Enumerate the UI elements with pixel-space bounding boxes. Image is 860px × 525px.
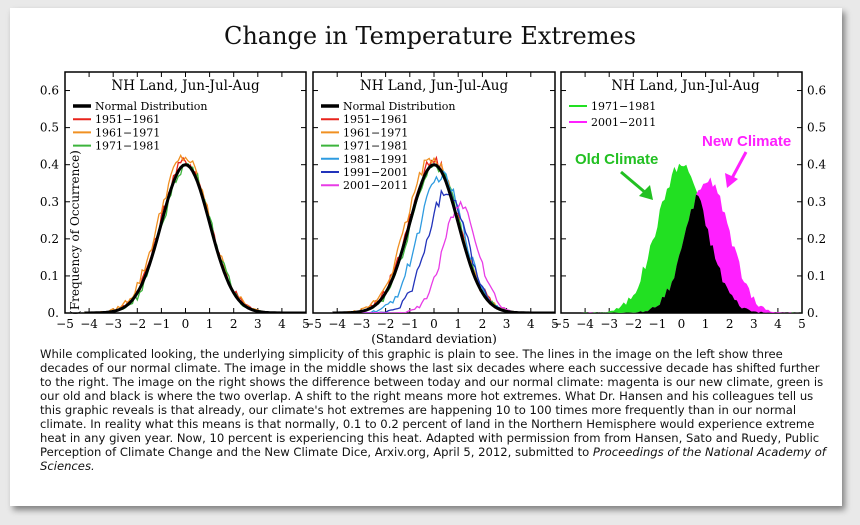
x-tick-label: 0: [678, 317, 686, 331]
x-tick-label: 1: [454, 317, 462, 331]
new-climate-arrowhead: [725, 173, 738, 188]
x-tick-label: 5: [551, 317, 559, 331]
series-line: [332, 170, 555, 313]
legend-label: 1971−1981: [95, 140, 160, 153]
caption-journal: Proceedings of the National Academy of S…: [40, 445, 826, 473]
y-tick-label: 0.4: [807, 158, 826, 172]
panel-title: NH Land, Jun-Jul-Aug: [360, 78, 509, 94]
chart-panel-1: −5 −4 −3 −2 −1 0 1 2 3 4 5 0. 0.1 0.2 0.3 0.4 0.5 0.6 NH L…: [40, 71, 310, 331]
x-tick-label: 4: [278, 317, 286, 331]
legend-label: 1991−2001: [343, 166, 408, 179]
x-tick-label: 2: [726, 317, 734, 331]
y-tick-label: 0.: [48, 306, 59, 320]
y-tick-label: 0.2: [40, 232, 59, 246]
x-tick-label: 3: [503, 317, 511, 331]
y-tick-label: 0.1: [807, 269, 826, 283]
y-tick-label: 0.1: [40, 269, 59, 283]
x-tick-label: −2: [128, 317, 146, 331]
x-tick-label: −5: [552, 317, 570, 331]
figure-caption: While complicated looking, the underlyin…: [40, 347, 830, 473]
series-line: [84, 156, 306, 313]
y-tick-label: 0.2: [807, 232, 826, 246]
x-tick-label: 2: [479, 317, 487, 331]
panel-title: NH Land, Jun-Jul-Aug: [111, 78, 260, 94]
y-tick-label: 0.: [807, 306, 818, 320]
legend-label: 1951−1961: [95, 113, 160, 126]
new-climate-arrow: [729, 151, 748, 181]
x-tick-label: 5: [302, 317, 310, 331]
caption-body: While complicated looking, the underlyin…: [40, 347, 824, 459]
legend-label: Normal Distribution: [343, 100, 455, 113]
x-tick-label: −1: [153, 317, 171, 331]
x-tick-label: −4: [328, 317, 346, 331]
x-tick-label: −4: [576, 317, 594, 331]
legend-label: 1961−1971: [343, 126, 408, 139]
legend-label: 1981−1991: [343, 153, 408, 166]
y-tick-label: 0.3: [807, 195, 826, 209]
x-tick-label: 4: [774, 317, 782, 331]
series-line: [332, 200, 555, 313]
chart-panel-2: −5 −4 −3 −2 −1 0 1 2 3 4 5 NH Land, Jun-Jul-Aug (Sta…: [304, 71, 559, 346]
x-tick-label: 3: [750, 317, 758, 331]
y-tick-label: 0.6: [807, 84, 826, 98]
x-tick-label: 1: [702, 317, 710, 331]
legend-label: 1971−1981: [591, 100, 656, 113]
y-tick-label: 0.5: [40, 121, 59, 135]
legend-label: 1961−1971: [95, 126, 160, 139]
x-tick-label: −5: [56, 317, 74, 331]
legend-label: Normal Distribution: [95, 100, 207, 113]
x-tick-label: −5: [304, 317, 322, 331]
series-line: [84, 163, 306, 313]
x-tick-label: 0: [182, 317, 190, 331]
chart-panel-3: −5 −4 −3 −2 −1 0 1 2 3 4 50.0.10.20.30.40.50.6NH L…: [552, 71, 826, 331]
old-climate-arrow: [620, 170, 648, 196]
x-tick-label: 5: [798, 317, 806, 331]
x-tick-label: 2: [230, 317, 238, 331]
y-tick-label: 0.5: [807, 121, 826, 135]
series-line: [332, 188, 555, 313]
y-axis-label: (Frequency of Occurrence): [68, 150, 82, 315]
overlap-area: [580, 194, 802, 313]
legend-label: 1951−1961: [343, 113, 408, 126]
legend-label: 1971−1981: [343, 140, 408, 153]
y-tick-label: 0.3: [40, 195, 59, 209]
x-tick-label: 0: [430, 317, 438, 331]
x-tick-label: 1: [206, 317, 214, 331]
panel-title: NH Land, Jun-Jul-Aug: [611, 78, 760, 94]
x-tick-label: −3: [353, 317, 371, 331]
y-tick-label: 0.4: [40, 158, 59, 172]
x-tick-label: −1: [649, 317, 667, 331]
y-tick-label: 0.6: [40, 84, 59, 98]
old-climate-arrowhead: [639, 185, 653, 200]
series-line: [84, 162, 306, 313]
x-tick-label: 4: [527, 317, 535, 331]
figure-title: Change in Temperature Extremes: [223, 22, 637, 50]
legend-label: 2001−2011: [343, 179, 408, 192]
series-line: [332, 163, 555, 313]
old-climate-annotation: Old Climate: [575, 151, 658, 168]
x-tick-label: −2: [377, 317, 395, 331]
x-tick-label: −4: [80, 317, 98, 331]
x-tick-label: −2: [624, 317, 642, 331]
x-tick-label: −3: [104, 317, 122, 331]
x-axis-label: (Standard deviation): [371, 332, 497, 346]
x-tick-label: −3: [600, 317, 618, 331]
new-climate-annotation: New Climate: [702, 133, 791, 150]
x-tick-label: −1: [401, 317, 419, 331]
x-tick-label: 3: [254, 317, 262, 331]
legend-label: 2001−2011: [591, 116, 656, 129]
